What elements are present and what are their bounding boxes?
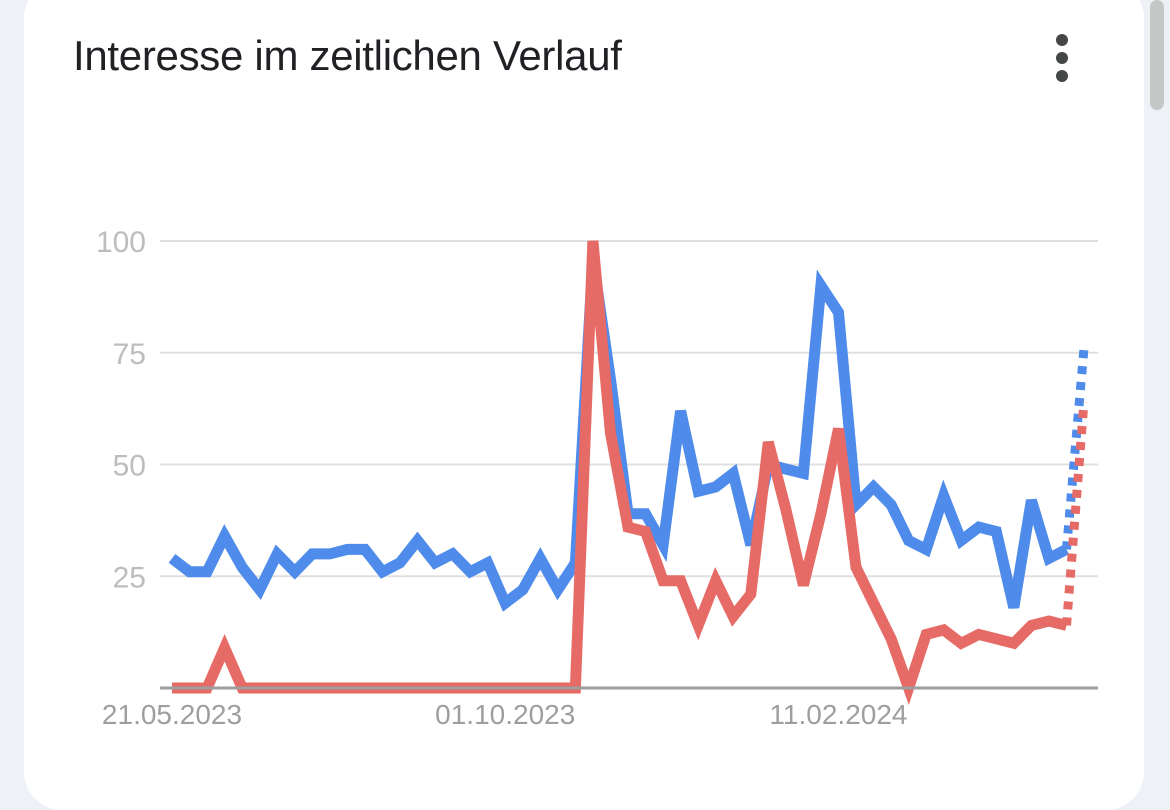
series-line-2-partial bbox=[1062, 401, 1089, 626]
y-tick-label: 50 bbox=[113, 450, 146, 483]
x-tick-label: 01.10.2023 bbox=[435, 699, 575, 730]
chart-title: Interesse im zeitlichen Verlauf bbox=[73, 32, 622, 79]
x-tick-label: 11.02.2024 bbox=[769, 699, 907, 730]
series-line-1-partial bbox=[1062, 347, 1089, 550]
y-tick-label: 75 bbox=[113, 338, 146, 371]
y-tick-label: 25 bbox=[113, 561, 146, 594]
x-tick-label: 21.05.2023 bbox=[102, 699, 242, 730]
line-chart: 100 75 50 25 21.05.2023 01.10.2023 11.02.2024 bbox=[96, 226, 1098, 730]
menu-dot bbox=[1056, 34, 1068, 46]
scrollbar[interactable] bbox=[1150, 0, 1164, 110]
y-tick-label: 100 bbox=[96, 226, 146, 259]
more-vert-icon[interactable] bbox=[1042, 28, 1082, 88]
menu-dot bbox=[1056, 52, 1068, 64]
menu-dot bbox=[1056, 70, 1068, 82]
series-line-1 bbox=[168, 258, 1070, 612]
